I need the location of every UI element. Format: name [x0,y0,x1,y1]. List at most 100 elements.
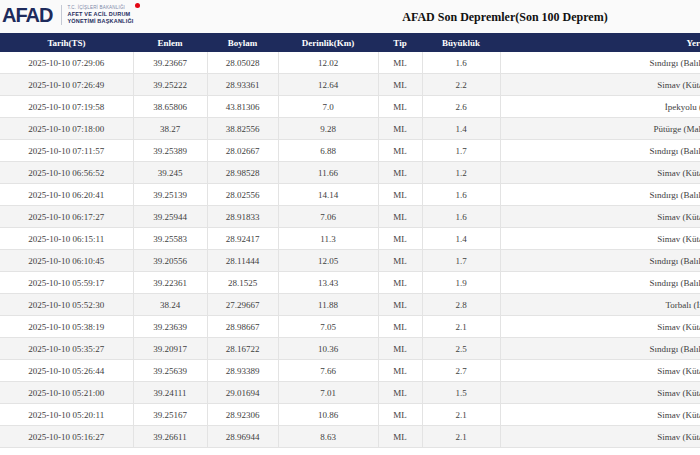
cell-enlem: 39.25222 [133,74,207,96]
cell-buyukluk: 2.1 [422,426,500,448]
cell-yer: Simav (Kütahya) [500,404,700,426]
cell-tip: ML [378,228,422,250]
cell-tip: ML [378,338,422,360]
cell-boylam: 28.02556 [207,184,278,206]
cell-boylam: 38.82556 [207,118,278,140]
cell-tip: ML [378,360,422,382]
table-row[interactable]: 2025-10-10 05:20:1139.2516728.9230610.86… [0,404,700,426]
table-row[interactable]: 2025-10-10 06:10:4539.2055628.1144412.05… [0,250,700,272]
cell-buyukluk: 1.6 [422,206,500,228]
cell-tip: ML [378,96,422,118]
table-row[interactable]: 2025-10-10 05:52:3038.2427.2966711.88ML2… [0,294,700,316]
cell-tip: ML [378,272,422,294]
cell-buyukluk: 1.4 [422,118,500,140]
table-row[interactable]: 2025-10-10 05:35:2739.2091728.1672210.36… [0,338,700,360]
cell-tarih: 2025-10-10 07:19:58 [0,96,133,118]
table-row[interactable]: 2025-10-10 07:19:5838.6580643.813067.0ML… [0,96,700,118]
column-header-yer: Yer [500,33,700,52]
cell-tarih: 2025-10-10 05:59:17 [0,272,133,294]
cell-tarih: 2025-10-10 06:56:52 [0,162,133,184]
page-title: AFAD Son Depremler(Son 100 Deprem) [402,10,607,25]
column-header-tarih: Tarih(TS) [0,33,133,52]
cell-tarih: 2025-10-10 07:18:00 [0,118,133,140]
cell-buyukluk: 1.2 [422,162,500,184]
table-row[interactable]: 2025-10-10 05:38:1939.2363928.986677.05M… [0,316,700,338]
table-row[interactable]: 2025-10-10 07:26:4939.2522228.9336112.64… [0,74,700,96]
table-row[interactable]: 2025-10-10 06:15:1139.2558328.9241711.3M… [0,228,700,250]
cell-enlem: 39.20917 [133,338,207,360]
cell-buyukluk: 1.6 [422,184,500,206]
cell-boylam: 28.98528 [207,162,278,184]
table-row[interactable]: 2025-10-10 05:26:4439.2563928.933897.66M… [0,360,700,382]
afad-logo-text: AFAD [2,5,52,25]
column-header-enlem: Enlem [133,33,207,52]
cell-derinlik: 11.3 [278,228,378,250]
top-bar: AFAD T.C. İÇİŞLERİ BAKANLIĞI AFET VE ACİ… [0,0,700,33]
cell-yer: Simav (Kütahya) [500,360,700,382]
cell-derinlik: 7.66 [278,360,378,382]
cell-enlem: 39.20556 [133,250,207,272]
cell-buyukluk: 1.5 [422,382,500,404]
table-row[interactable]: 2025-10-10 06:56:5239.24528.9852811.66ML… [0,162,700,184]
table-row[interactable]: 2025-10-10 07:11:5739.2538928.026676.88M… [0,140,700,162]
cell-derinlik: 7.0 [278,96,378,118]
cell-tarih: 2025-10-10 05:16:27 [0,426,133,448]
cell-enlem: 39.23639 [133,316,207,338]
cell-buyukluk: 1.7 [422,250,500,272]
ministry-line-2: AFET VE ACİL DURUM [67,11,133,18]
cell-enlem: 38.24 [133,294,207,316]
cell-boylam: 27.29667 [207,294,278,316]
cell-enlem: 39.25583 [133,228,207,250]
cell-buyukluk: 1.6 [422,52,500,74]
cell-tip: ML [378,184,422,206]
cell-yer: Simav (Kütahya) [500,426,700,448]
cell-buyukluk: 2.8 [422,294,500,316]
cell-yer: Simav (Kütahya) [500,74,700,96]
cell-buyukluk: 1.7 [422,140,500,162]
header-row: Tarih(TS) Enlem Boylam Derinlik(Km) Tip … [0,33,700,52]
cell-derinlik: 7.05 [278,316,378,338]
earthquake-table-body: 2025-10-10 07:29:0639.2366728.0502812.02… [0,52,700,448]
cell-tip: ML [378,140,422,162]
cell-tarih: 2025-10-10 07:11:57 [0,140,133,162]
table-row[interactable]: 2025-10-10 05:16:2739.2661128.969448.63M… [0,426,700,448]
logo-red-dot-icon [135,3,140,8]
cell-enlem: 39.22361 [133,272,207,294]
table-row[interactable]: 2025-10-10 05:21:0039.2411129.016947.01M… [0,382,700,404]
cell-boylam: 28.1525 [207,272,278,294]
table-row[interactable]: 2025-10-10 07:18:0038.2738.825569.28ML1.… [0,118,700,140]
cell-derinlik: 8.63 [278,426,378,448]
cell-yer: Pütürge (Malatya) [500,118,700,140]
table-row[interactable]: 2025-10-10 06:20:4139.2513928.0255614.14… [0,184,700,206]
cell-tarih: 2025-10-10 05:52:30 [0,294,133,316]
cell-enlem: 38.65806 [133,96,207,118]
cell-boylam: 28.05028 [207,52,278,74]
cell-buyukluk: 2.2 [422,74,500,96]
cell-tarih: 2025-10-10 06:15:11 [0,228,133,250]
cell-tarih: 2025-10-10 06:20:41 [0,184,133,206]
cell-derinlik: 12.02 [278,52,378,74]
cell-tarih: 2025-10-10 07:29:06 [0,52,133,74]
cell-enlem: 39.25167 [133,404,207,426]
cell-enlem: 39.25944 [133,206,207,228]
cell-yer: Sındırgı (Balıkesir) [500,272,700,294]
cell-derinlik: 7.06 [278,206,378,228]
cell-yer: Torbalı (İzmir) [500,294,700,316]
cell-buyukluk: 2.1 [422,404,500,426]
ministry-text-block: T.C. İÇİŞLERİ BAKANLIĞI AFET VE ACİL DUR… [61,5,133,25]
cell-enlem: 39.26611 [133,426,207,448]
cell-tarih: 2025-10-10 06:17:27 [0,206,133,228]
afad-logo[interactable]: AFAD T.C. İÇİŞLERİ BAKANLIĞI AFET VE ACİ… [2,5,134,25]
table-row[interactable]: 2025-10-10 07:29:0639.2366728.0502812.02… [0,52,700,74]
cell-yer: Sındırgı (Balıkesir) [500,52,700,74]
cell-tarih: 2025-10-10 05:26:44 [0,360,133,382]
cell-boylam: 28.11444 [207,250,278,272]
table-row[interactable]: 2025-10-10 05:59:1739.2236128.152513.43M… [0,272,700,294]
cell-yer: Simav (Kütahya) [500,162,700,184]
cell-derinlik: 10.36 [278,338,378,360]
table-row[interactable]: 2025-10-10 06:17:2739.2594428.918337.06M… [0,206,700,228]
cell-derinlik: 11.66 [278,162,378,184]
cell-derinlik: 9.28 [278,118,378,140]
cell-yer: İpekyolu (Van) [500,96,700,118]
ministry-line-3: YÖNETİMİ BAŞKANLIĞI [67,18,133,25]
